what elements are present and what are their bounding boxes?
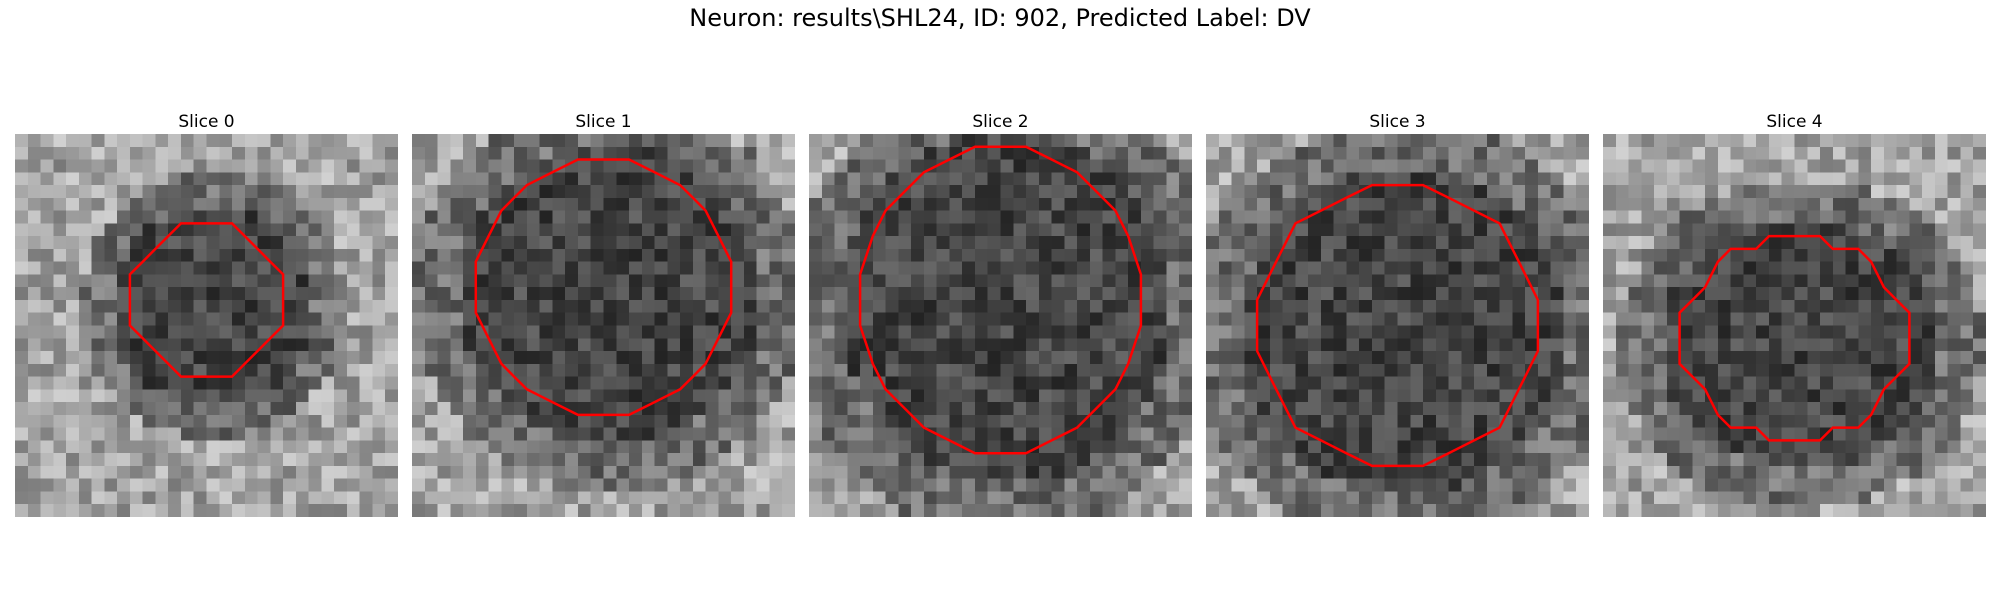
roi-contour — [128, 222, 285, 378]
figure-title: Neuron: results\SHL24, ID: 902, Predicte… — [689, 4, 1311, 32]
slice-panel-0: Slice 0 — [15, 110, 398, 517]
slice-panel-3: Slice 3 — [1206, 110, 1589, 517]
slice-image — [809, 134, 1192, 517]
slice-image — [15, 134, 398, 517]
roi-contour — [474, 158, 733, 417]
roi-contour-line — [1678, 234, 1911, 442]
slice-image — [412, 134, 795, 517]
slice-title: Slice 3 — [1369, 112, 1426, 132]
slice-panel-2: Slice 2 — [809, 110, 1192, 517]
slice-title: Slice 1 — [575, 112, 632, 132]
slice-title: Slice 4 — [1766, 112, 1823, 132]
roi-contour — [1678, 234, 1911, 442]
roi-contour-line — [858, 145, 1143, 455]
roi-contour-line — [1255, 183, 1540, 468]
slice-title: Slice 0 — [178, 112, 235, 132]
roi-contour-line — [128, 222, 285, 378]
slice-image — [1206, 134, 1589, 517]
roi-contour — [858, 145, 1143, 455]
roi-contour-line — [474, 158, 733, 417]
slice-panel-4: Slice 4 — [1603, 110, 1986, 517]
roi-contour — [1255, 183, 1540, 468]
slice-title: Slice 2 — [972, 112, 1029, 132]
slice-panel-1: Slice 1 — [412, 110, 795, 517]
slice-image — [1603, 134, 1986, 517]
